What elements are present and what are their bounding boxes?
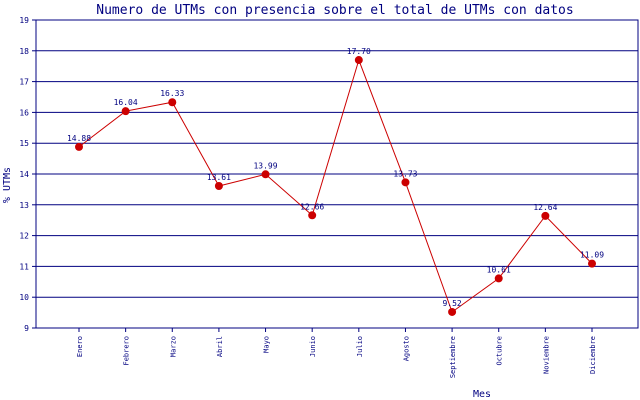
x-tick-label: Junio [309, 336, 317, 357]
data-label: 16.33 [160, 89, 184, 98]
data-point [448, 307, 457, 316]
data-point [588, 259, 596, 268]
y-tick-label: 18 [19, 47, 29, 56]
y-tick-label: 11 [19, 262, 29, 271]
x-tick-label: Mayo [263, 336, 271, 353]
data-label: 13.99 [253, 161, 277, 170]
y-axis-label: % UTMs [2, 167, 13, 203]
data-label: 12.64 [533, 203, 557, 212]
data-label: 13.61 [207, 173, 231, 182]
chart-title: Numero de UTMs con presencia sobre el to… [96, 3, 573, 18]
x-axis-label: Mes [473, 389, 491, 400]
data-label: 11.09 [580, 251, 604, 260]
x-tick-label: Febrero [123, 336, 131, 366]
axes [32, 19, 639, 332]
data-point [261, 170, 270, 179]
y-tick-label: 9 [24, 324, 29, 333]
data-point [401, 178, 410, 187]
x-tick-label: Enero [76, 336, 84, 357]
data-point [354, 56, 363, 65]
x-tick-label: Septiembre [449, 336, 457, 378]
x-tick-label: Abril [216, 336, 224, 357]
x-tick-label: Agosto [402, 336, 410, 361]
series-line [78, 58, 593, 313]
data-points [75, 56, 596, 316]
y-tick-label: 19 [19, 16, 29, 25]
data-point [121, 107, 130, 116]
data-label: 9.52 [442, 299, 461, 308]
y-tick-label: 12 [19, 232, 29, 241]
data-label: 14.88 [67, 134, 91, 143]
y-tick-label: 15 [19, 139, 29, 148]
data-point [75, 142, 83, 151]
x-tick-label: Octubre [496, 336, 504, 366]
data-label: 12.66 [300, 202, 324, 211]
x-tick-label: Diciembre [589, 336, 597, 374]
data-label: 16.04 [114, 98, 138, 107]
x-tick-label: Noviembre [542, 336, 550, 374]
data-point [541, 211, 550, 220]
data-label: 13.73 [393, 169, 417, 178]
y-tick-label: 16 [19, 108, 29, 117]
data-point [214, 182, 223, 191]
y-tick-labels: 9 10 11 12 13 14 15 16 17 18 19 [19, 16, 29, 333]
y-tick-label: 17 [19, 78, 29, 87]
x-tick-labels: Enero Febrero Marzo Abril Mayo Junio Julio Agos… [76, 336, 597, 378]
y-tick-label: 14 [19, 170, 29, 179]
data-label: 17.70 [347, 47, 371, 56]
grid-lines [36, 19, 638, 329]
x-tick-label: Julio [356, 336, 364, 357]
data-point [494, 274, 503, 283]
x-tick-label: Marzo [169, 336, 177, 357]
data-point [168, 98, 177, 107]
y-tick-label: 13 [19, 201, 29, 210]
series-line-layer [78, 58, 593, 313]
data-labels: 14.88 16.04 16.33 13.61 13.99 12.66 17.70 13.73… [67, 47, 604, 308]
plot-frame [35, 19, 639, 329]
data-point [308, 211, 317, 220]
data-label: 10.61 [487, 265, 511, 274]
y-tick-label: 10 [19, 293, 29, 302]
